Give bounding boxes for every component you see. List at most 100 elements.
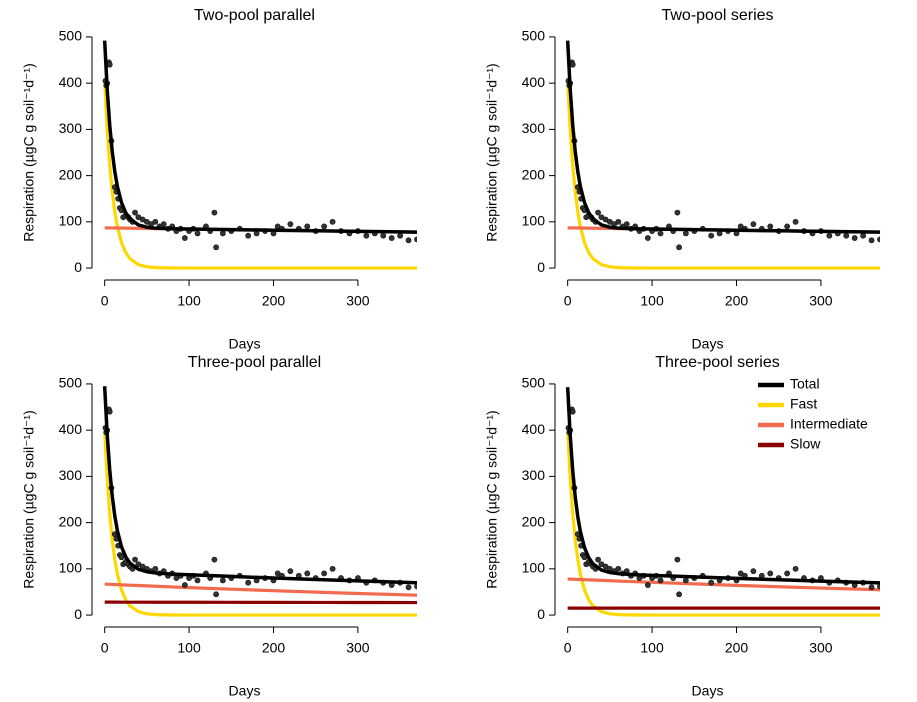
x-axis-label: Days <box>229 336 261 352</box>
y-tick-label: 0 <box>537 259 545 275</box>
data-point <box>868 237 875 244</box>
data-point <box>405 237 412 244</box>
data-point <box>287 221 294 228</box>
data-point <box>287 568 294 575</box>
panel: Three-pool series 0 100 200 300 400 500 0 100 200… <box>484 354 880 699</box>
series-line <box>103 430 417 617</box>
x-axis-label: Days <box>692 336 724 352</box>
y-tick-label: 400 <box>522 421 546 437</box>
x-tick-label: 200 <box>262 293 286 309</box>
data-point <box>211 209 218 216</box>
data-point <box>304 223 311 230</box>
y-tick-label: 500 <box>522 375 546 391</box>
data-point <box>405 584 412 591</box>
data-point <box>784 223 791 230</box>
y-tick-label: 400 <box>59 74 83 90</box>
data-point <box>181 582 188 588</box>
x-axis-label: Days <box>692 683 724 699</box>
data-point <box>860 232 867 239</box>
data-point <box>868 584 875 591</box>
y-tick-label: 300 <box>59 120 83 136</box>
y-tick-label: 500 <box>59 375 83 391</box>
y-axis-label: Respiration (µgC g soil⁻¹d⁻¹) <box>21 410 37 588</box>
x-tick-label: 200 <box>725 293 749 309</box>
x-tick-label: 0 <box>564 640 572 656</box>
plot-area <box>565 387 880 617</box>
x-tick-label: 200 <box>725 640 749 656</box>
legend-label: Total <box>790 376 820 392</box>
x-tick-label: 100 <box>177 640 201 656</box>
chart-title: Three-pool parallel <box>188 354 321 371</box>
data-point <box>792 565 799 572</box>
panel: Two-pool parallel 0 100 200 300 400 500 0 100 200… <box>21 7 417 352</box>
data-point <box>321 570 328 577</box>
legend-label: Slow <box>790 436 821 452</box>
y-tick-label: 400 <box>59 421 83 437</box>
x-tick-label: 100 <box>640 640 664 656</box>
panel: Two-pool series 0 100 200 300 400 500 0 100 200 30… <box>484 7 880 352</box>
data-point <box>657 230 664 237</box>
y-tick-label: 100 <box>59 213 83 229</box>
series-line <box>565 387 880 585</box>
data-point <box>644 582 651 588</box>
x-tick-label: 0 <box>564 293 572 309</box>
series-line <box>103 80 417 270</box>
plot-area <box>102 386 417 617</box>
data-point <box>682 230 689 237</box>
series-line <box>102 40 417 234</box>
data-point <box>152 565 159 572</box>
legend: Total Fast Intermediate Slow <box>758 376 868 452</box>
plot-area <box>102 40 417 270</box>
legend-label: Intermediate <box>790 416 868 432</box>
y-tick-label: 500 <box>59 28 83 44</box>
x-tick-label: 100 <box>640 293 664 309</box>
data-point <box>595 209 601 216</box>
data-point <box>380 232 387 239</box>
y-tick-label: 200 <box>522 513 546 529</box>
y-axis-label: Respiration (µgC g soil⁻¹d⁻¹) <box>484 410 500 588</box>
data-point <box>194 577 201 584</box>
data-point <box>826 232 833 239</box>
x-tick-label: 300 <box>809 640 833 656</box>
x-tick-label: 200 <box>262 640 286 656</box>
data-point <box>329 218 336 225</box>
data-point <box>414 236 417 243</box>
data-point <box>181 235 188 241</box>
y-tick-label: 300 <box>522 467 546 483</box>
data-point <box>219 230 226 237</box>
y-axis-label: Respiration (µgC g soil⁻¹d⁻¹) <box>21 63 37 241</box>
panel: Three-pool parallel 0 100 200 300 400 500 0 100 2… <box>21 354 417 699</box>
series-line <box>567 577 880 592</box>
data-point <box>213 244 219 251</box>
y-tick-label: 0 <box>74 606 82 622</box>
data-point <box>569 61 576 68</box>
data-point <box>750 568 757 575</box>
x-tick-label: 300 <box>809 293 833 309</box>
data-point <box>657 577 664 584</box>
x-tick-label: 0 <box>101 640 109 656</box>
data-point <box>767 570 774 577</box>
y-tick-label: 200 <box>59 166 83 182</box>
y-tick-label: 0 <box>537 606 545 622</box>
data-point <box>750 221 757 228</box>
data-point <box>397 232 404 239</box>
data-point <box>595 556 601 563</box>
data-point <box>363 232 370 239</box>
y-tick-label: 100 <box>59 560 83 576</box>
data-point <box>615 565 622 572</box>
data-point <box>843 232 850 239</box>
data-point <box>877 583 880 590</box>
data-point <box>674 556 681 563</box>
y-tick-label: 300 <box>522 120 546 136</box>
data-point <box>106 61 113 68</box>
data-point <box>132 209 138 216</box>
data-point <box>784 570 791 577</box>
data-point <box>569 408 576 415</box>
series-line <box>104 582 417 597</box>
series-line <box>566 430 880 617</box>
data-point <box>877 236 880 243</box>
data-point <box>245 232 252 239</box>
y-tick-label: 200 <box>522 166 546 182</box>
data-point <box>676 244 682 251</box>
